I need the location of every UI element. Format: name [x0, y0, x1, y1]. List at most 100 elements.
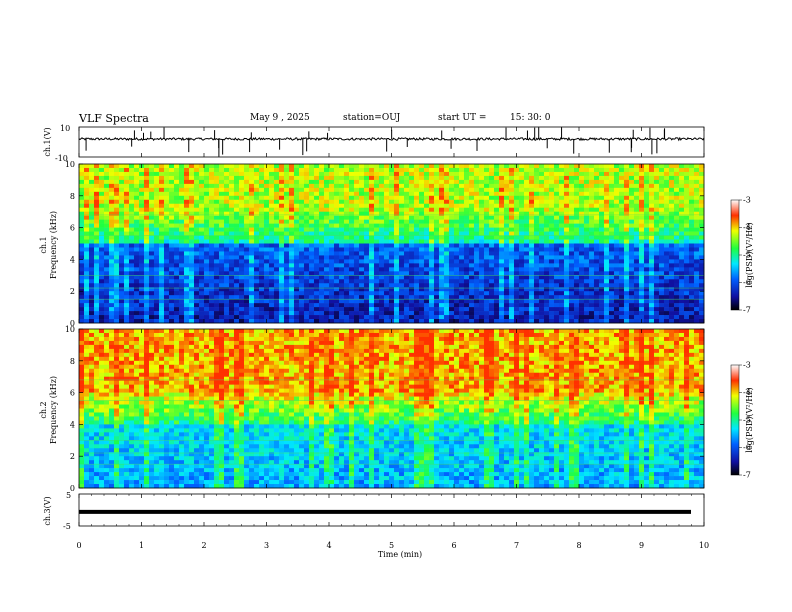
- spectrogram-cell: [534, 187, 540, 193]
- spectrogram-cell: [449, 275, 455, 280]
- spectrogram-cell: [89, 287, 95, 292]
- spectrogram-cell: [614, 223, 620, 228]
- spectrogram-cell: [524, 219, 530, 224]
- spectrogram-cell: [689, 203, 695, 209]
- spectrogram-cell: [179, 195, 185, 201]
- spectrogram-cell: [274, 199, 280, 205]
- spectrogram-cell: [329, 187, 335, 193]
- spectrogram-cell: [549, 215, 555, 220]
- spectrogram-cell: [384, 223, 390, 228]
- spectrogram-cell: [574, 227, 580, 232]
- spectrogram-cell: [464, 191, 470, 197]
- spectrogram-cell: [199, 299, 205, 304]
- spectrogram-cell: [199, 179, 205, 185]
- spectrogram-cell: [199, 195, 205, 201]
- spectrogram-cell: [614, 207, 620, 212]
- spectrogram-cell: [204, 211, 210, 216]
- spectrogram-cell: [249, 267, 255, 272]
- spectrogram-cell: [314, 247, 320, 252]
- spectrogram-cell: [519, 283, 525, 288]
- spectrogram-cell: [674, 247, 680, 252]
- spectrogram-cell: [384, 219, 390, 224]
- spectrogram-cell: [539, 259, 545, 264]
- spectrogram-cell: [194, 315, 200, 320]
- spectrogram-cell: [89, 171, 95, 177]
- spectrogram-cell: [299, 183, 305, 189]
- spectrogram-cell: [214, 263, 220, 268]
- spectrogram-cell: [494, 243, 500, 248]
- spectrogram-cell: [229, 223, 235, 228]
- spectrogram-cell: [459, 283, 465, 288]
- spectrogram-cell: [604, 255, 610, 260]
- spectrogram-cell: [369, 195, 375, 201]
- spectrogram-cell: [459, 199, 465, 205]
- spectrogram-cell: [354, 311, 360, 316]
- spectrogram-cell: [249, 279, 255, 284]
- spectrogram-cell: [389, 191, 395, 197]
- spectrogram-cell: [589, 187, 595, 193]
- spectrogram-cell: [129, 287, 135, 292]
- spectrogram-cell: [314, 215, 320, 220]
- spectrogram-cell: [449, 239, 455, 244]
- spectrogram-cell: [319, 219, 325, 224]
- spectrogram-cell: [169, 271, 175, 276]
- spectrogram-cell: [164, 255, 170, 260]
- spectrogram-cell: [404, 271, 410, 276]
- spectrogram-cell: [139, 227, 145, 232]
- spectrogram-cell: [619, 199, 625, 205]
- spectrogram-cell: [119, 164, 125, 169]
- spectrogram-cell: [524, 235, 530, 240]
- spectrogram-cell: [269, 211, 275, 216]
- spectrogram-cell: [544, 303, 550, 308]
- spectrogram-cell: [459, 291, 465, 296]
- spectrogram-cell: [599, 223, 605, 228]
- spectrogram-cell: [94, 307, 100, 312]
- spectrogram-cell: [179, 283, 185, 288]
- spectrogram-cell: [134, 239, 140, 244]
- spectrogram-cell: [274, 211, 280, 216]
- spectrogram-cell: [209, 199, 215, 205]
- spectrogram-cell: [384, 251, 390, 256]
- spectrogram-cell: [504, 315, 510, 320]
- spectrogram-cell: [614, 191, 620, 197]
- spectrogram-cell: [344, 283, 350, 288]
- spectrogram-cell: [284, 291, 290, 296]
- spectrogram-cell: [424, 307, 430, 312]
- spectrogram-cell: [584, 255, 590, 260]
- spectrogram-cell: [209, 247, 215, 252]
- spectrogram-cell: [159, 279, 165, 284]
- spectrogram-cell: [484, 267, 490, 272]
- spectrogram-cell: [194, 199, 200, 205]
- spectrogram-cell: [454, 255, 460, 260]
- spectrogram-cell: [114, 239, 120, 244]
- spectrogram-cell: [129, 279, 135, 284]
- spectrogram-cell: [254, 195, 260, 201]
- spectrogram-cell: [344, 235, 350, 240]
- spectrogram-cell: [149, 267, 155, 272]
- spectrogram-cell: [584, 267, 590, 272]
- spectrogram-cell: [294, 219, 300, 224]
- spectrogram-cell: [469, 164, 475, 169]
- spectrogram-cell: [264, 255, 270, 260]
- spectrogram-cell: [374, 175, 380, 181]
- spectrogram-cell: [694, 267, 700, 272]
- spectrogram-cell: [429, 255, 435, 260]
- spectrogram-cell: [369, 175, 375, 181]
- spectrogram-cell: [449, 243, 455, 248]
- spectrogram-cell: [299, 171, 305, 177]
- spectrogram-cell: [234, 291, 240, 296]
- spectrogram-cell: [489, 247, 495, 252]
- spectrogram-cell: [449, 203, 455, 209]
- spectrogram-cell: [234, 307, 240, 312]
- spectrogram-cell: [209, 215, 215, 220]
- spectrogram-cell: [294, 179, 300, 185]
- spectrogram-cell: [624, 227, 630, 232]
- spectrogram-cell: [184, 164, 190, 169]
- spectrogram-cell: [539, 279, 545, 284]
- spectrogram-cell: [584, 315, 590, 320]
- spectrogram-cell: [369, 291, 375, 296]
- spectrogram-cell: [164, 247, 170, 252]
- spectrogram-cell: [254, 303, 260, 308]
- spectrogram-cell: [444, 307, 450, 312]
- spectrogram-cell: [419, 295, 425, 300]
